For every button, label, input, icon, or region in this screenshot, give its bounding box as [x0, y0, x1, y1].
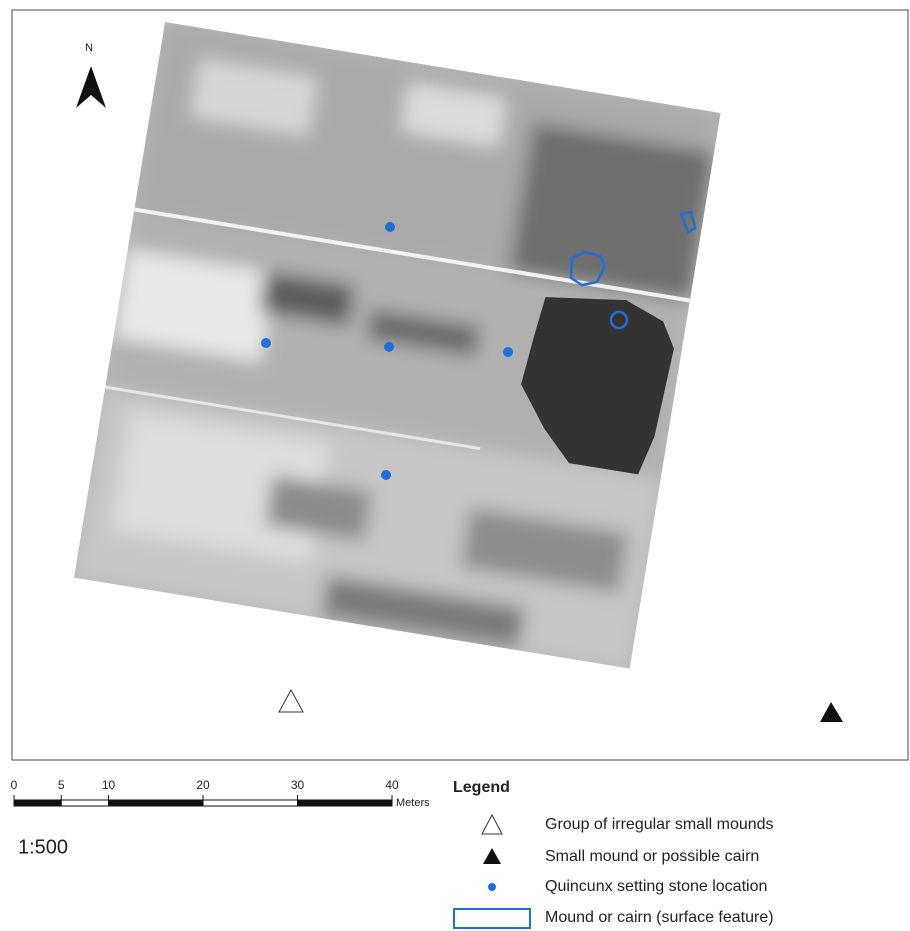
scale-unit: Meters [396, 797, 430, 809]
scale-tick-label: 5 [58, 778, 65, 792]
scale-segment [298, 800, 393, 806]
scale-segment [61, 800, 108, 806]
legend-label: Small mound or possible cairn [545, 848, 759, 865]
legend-symbol [482, 815, 502, 834]
scale-bar: 0 5 10 20 30 40 Meters [11, 778, 430, 809]
scale-ratio: 1:500 [18, 836, 68, 858]
scale-tick-label: 40 [385, 778, 399, 792]
legend-symbol [488, 883, 496, 891]
map-figure: N 0 5 10 20 30 40 Meters 1:500 Legend Group of… [0, 0, 910, 931]
legend-label: Quincunx setting stone location [545, 878, 767, 895]
scale-tick-label: 10 [102, 778, 116, 792]
legend: Group of irregular small mounds Small mo… [454, 815, 774, 928]
scale-tick-label: 0 [11, 778, 18, 792]
raster-image [74, 22, 721, 669]
legend-symbol [454, 909, 530, 928]
legend-label: Mound or cairn (surface feature) [545, 909, 774, 926]
legend-symbol [483, 848, 501, 864]
legend-label: Group of irregular small mounds [545, 816, 774, 833]
scale-segment [109, 800, 204, 806]
north-label: N [85, 42, 93, 54]
scale-tick-label: 30 [291, 778, 305, 792]
scale-segment [203, 800, 298, 806]
scale-segment [14, 800, 61, 806]
scale-tick-label: 20 [196, 778, 210, 792]
legend-title: Legend [453, 779, 510, 796]
